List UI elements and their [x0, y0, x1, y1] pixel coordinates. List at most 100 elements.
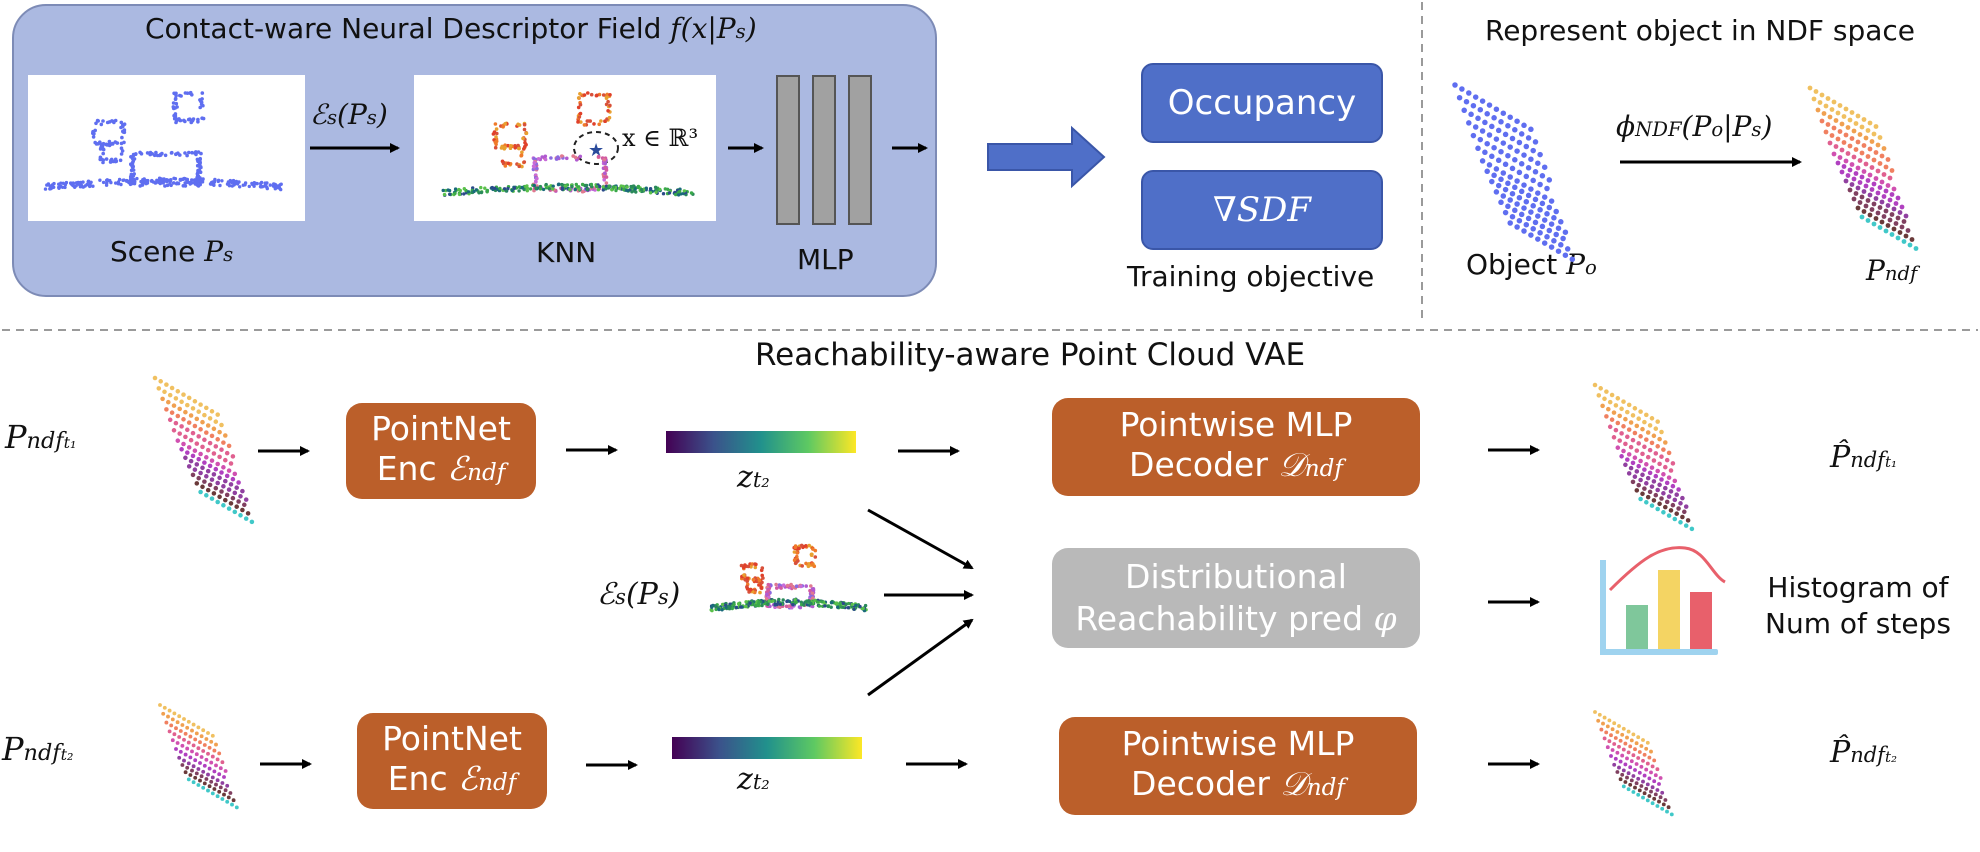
sdf-box: ∇SDF	[1141, 170, 1383, 250]
latent2-sub: t₂	[752, 770, 770, 794]
mlp-layer-3	[848, 75, 872, 225]
output1-math: P̂	[1830, 440, 1851, 475]
pndf-output-sub: ndf	[1884, 262, 1918, 285]
output1-pointcloud-icon	[1592, 382, 1695, 532]
pndf-output-label: Pndf	[1866, 254, 1917, 287]
input1-pointcloud-icon	[152, 375, 255, 525]
encoder2-line2: Enc	[387, 759, 448, 798]
scene-encoder-math: ℰ	[310, 98, 327, 131]
arrow-latent1-to-reach	[867, 508, 974, 570]
input1-sub: ndf	[26, 428, 64, 454]
pointwise-decoder-1: Pointwise MLP Decoder 𝒟ndf	[1052, 398, 1420, 496]
scene-encoder-sub: s	[326, 106, 338, 129]
encoder2-math: ℰ	[458, 759, 479, 798]
mlp-label: MLP	[797, 243, 854, 276]
reach-math: φ	[1373, 599, 1397, 638]
pointwise-decoder-2: Pointwise MLP Decoder 𝒟ndf	[1059, 717, 1417, 815]
represent-title: Represent object in NDF space	[1485, 14, 1916, 47]
vae-scene-pointcloud-icon	[709, 543, 868, 613]
output1-subsub: t₁	[1884, 453, 1897, 471]
sdf-label: ∇SDF	[1213, 190, 1311, 230]
reachability-predictor: Distributional Reachability pred φ	[1052, 548, 1420, 648]
decoder1-sub: ndf	[1304, 456, 1343, 482]
phi-label: ϕNDF(Po|Ps)	[1616, 110, 1772, 143]
decoder2-line1: Pointwise MLP	[1121, 724, 1355, 763]
latent2-label: zt₂	[737, 762, 770, 797]
input2-subsub: t₂	[60, 745, 74, 764]
pointnet-encoder-2: PointNet Enc ℰndf	[357, 713, 547, 809]
ndf-pointcloud-icon	[1807, 85, 1919, 251]
decoder2-sub: ndf	[1306, 775, 1345, 801]
knn-pointcloud-icon	[441, 91, 695, 197]
phi-arg: (P	[1681, 110, 1712, 143]
mlp-layer-2	[812, 75, 836, 225]
vae-scene-enc-math: ℰ	[597, 577, 616, 612]
decoder2-line2: Decoder	[1131, 764, 1270, 803]
phi-math: ϕ	[1616, 110, 1636, 143]
ndf-title-close: )	[745, 12, 757, 45]
arrow-latent2-to-reach	[867, 618, 974, 697]
scene-encoder-label: ℰs(Ps)	[310, 98, 388, 131]
knn-pointcloud-image	[414, 75, 716, 221]
output2-label: P̂ndft₂	[1830, 735, 1897, 770]
ndf-title-math: f(x|P	[670, 12, 736, 45]
object-pointcloud-icon	[1452, 82, 1576, 262]
latent1-label: zt₂	[737, 460, 770, 495]
latent1-math: z	[737, 460, 753, 495]
scene-pointcloud-image	[28, 75, 305, 221]
input1-math: P	[5, 418, 27, 456]
encoder1-line1: PointNet	[371, 409, 511, 448]
vae-scene-enc-close: )	[668, 577, 681, 612]
decoder1-line1: Pointwise MLP	[1119, 405, 1353, 444]
pndf-output-math: P	[1866, 254, 1885, 287]
scene-encoder-arg-sub: s	[366, 106, 377, 129]
encoder1-sub: ndf	[467, 460, 506, 486]
vae-scene-enc-arg-sub: s	[657, 585, 669, 609]
ndf-title: Contact-ware Neural Descriptor Field f(x…	[145, 12, 757, 45]
output2-pointcloud-icon	[1593, 710, 1674, 817]
decoder1-math: 𝒟	[1278, 445, 1305, 484]
histogram-line2: Num of steps	[1765, 607, 1951, 640]
knn-label: KNN	[536, 236, 597, 269]
input1-subsub: t₁	[63, 433, 77, 452]
output2-subsub: t₂	[1884, 748, 1897, 766]
phi-sub: NDF	[1635, 118, 1682, 141]
right-block-arrow-icon	[987, 125, 1106, 189]
input2-sub: ndf	[23, 740, 61, 766]
scene-label-sub: s	[223, 243, 234, 266]
ndf-title-text: Contact-ware Neural Descriptor Field	[145, 12, 662, 45]
vae-scene-enc-sub: s	[615, 585, 626, 609]
encoder1-line2: Enc	[376, 449, 437, 488]
input2-label: Pndft₂	[2, 730, 73, 768]
ndf-title-sub: s	[735, 20, 746, 43]
reach-line2: Reachability pred	[1075, 599, 1364, 638]
output1-sub: ndf	[1850, 448, 1885, 472]
input2-math: P	[2, 730, 24, 768]
histogram-label: Histogram of Num of steps	[1765, 570, 1951, 642]
vae-scene-encoder-label: ℰs(Ps)	[597, 577, 680, 612]
output2-math: P̂	[1830, 735, 1851, 770]
decoder2-math: 𝒟	[1280, 764, 1307, 803]
phi-bar: |P	[1723, 110, 1752, 143]
object-label-text: Object	[1466, 248, 1558, 281]
training-objective-label: Training objective	[1127, 260, 1375, 293]
latent-bar-1	[666, 431, 856, 453]
encoder2-sub: ndf	[478, 770, 517, 796]
scene-label: Scene Ps	[110, 235, 233, 268]
output1-label: P̂ndft₁	[1830, 440, 1897, 475]
bar-chart-icon	[1600, 546, 1726, 655]
encoder2-line1: PointNet	[382, 719, 522, 758]
query-point-label: x ∈ ℝ³	[622, 124, 699, 152]
histogram-line1: Histogram of	[1767, 571, 1949, 604]
encoder1-math: ℰ	[447, 449, 468, 488]
occupancy-label: Occupancy	[1167, 83, 1357, 123]
output2-sub: ndf	[1850, 743, 1885, 767]
occupancy-box: Occupancy	[1141, 63, 1383, 143]
input2-pointcloud-icon	[158, 703, 239, 810]
object-label: Object Po	[1466, 248, 1597, 281]
reach-line1: Distributional	[1125, 557, 1347, 596]
object-label-sub: o	[1584, 256, 1597, 279]
mlp-layer-1	[776, 75, 800, 225]
